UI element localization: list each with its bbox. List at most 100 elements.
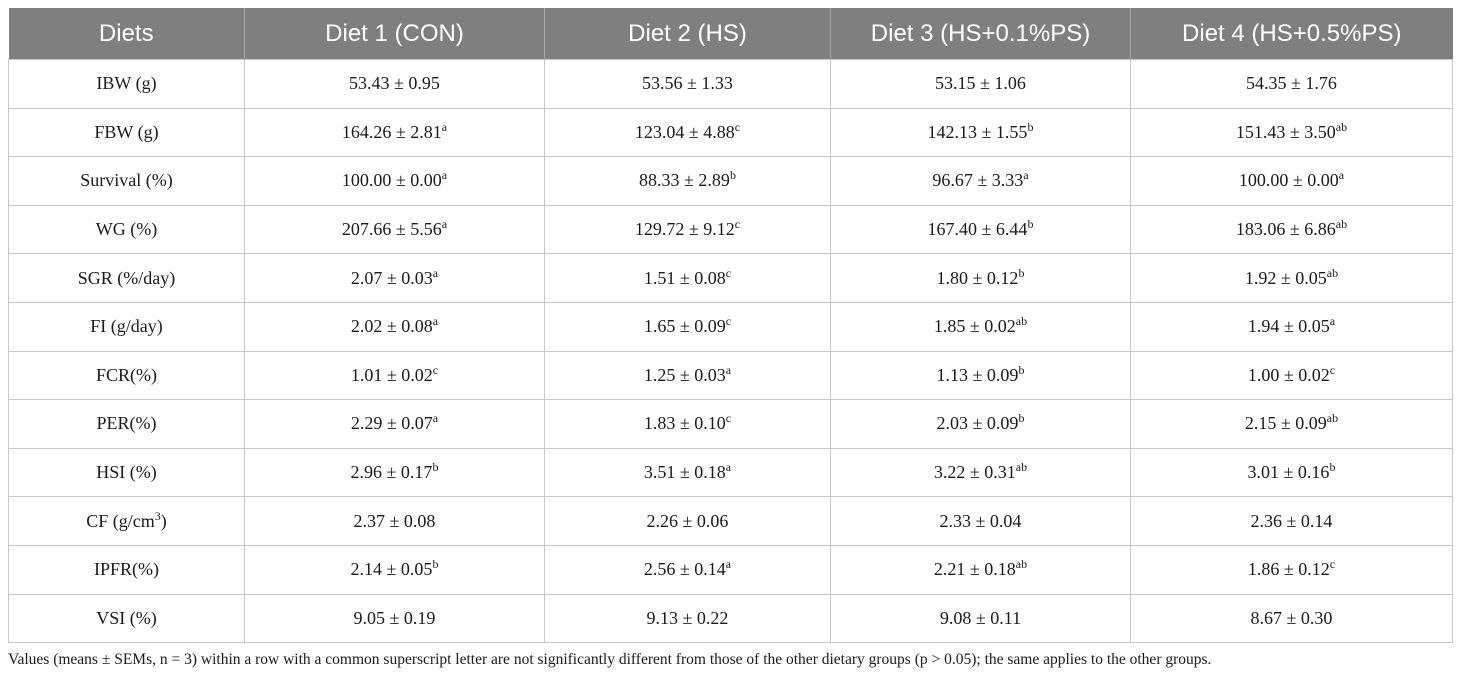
row-label: Survival (%) [8,156,245,206]
cell-value: 2.56 ± 0.14 [643,559,726,580]
row-label: WG (%) [8,204,245,255]
table-row: FCR(%) 1.01 ± 0.02c 1.25 ± 0.03a 1.13 ± 0.0… [8,350,1453,401]
row-label-text: PER(%) [96,413,157,434]
table-cell: 3.22 ± 0.31ab [830,447,1131,498]
significance-letter: b [1329,460,1336,475]
table-row: FBW (g) 164.26 ± 2.81a 123.04 ± 4.88c 142.1… [8,107,1453,158]
table-cell: 2.15 ± 0.09ab [1130,399,1453,449]
row-label-text: Survival (%) [80,170,173,191]
cell-value: 142.13 ± 1.55 [927,121,1028,142]
cell-value: 167.40 ± 6.44 [927,219,1028,240]
table-cell: 1.83 ± 0.10c [544,399,831,449]
significance-letter: a [725,557,732,572]
growth-performance-table: Diets Diet 1 (CON) Diet 2 (HS) Diet 3 (H… [8,8,1453,644]
table-cell: 2.37 ± 0.08 [244,496,545,546]
table-cell: 207.66 ± 5.56a [244,204,545,255]
cell-value: 53.56 ± 1.33 [642,73,733,94]
significance-letter: b [1018,411,1025,426]
table-cell: 1.86 ± 0.12c [1130,544,1453,595]
table-cell: 1.92 ± 0.05ab [1130,253,1453,303]
significance-letter: ab [1015,557,1028,572]
row-label: FI (g/day) [8,301,245,352]
table-cell: 1.01 ± 0.02c [244,350,545,401]
table-cell: 1.00 ± 0.02c [1130,350,1453,401]
row-label: PER(%) [8,399,245,449]
significance-letter: a [432,265,439,280]
table-cell: 2.33 ± 0.04 [830,496,1131,546]
table-cell: 2.03 ± 0.09b [830,399,1131,449]
row-label-text: HSI (%) [96,462,157,483]
table-cell: 2.26 ± 0.06 [544,496,831,546]
table-cell: 1.94 ± 0.05a [1130,301,1453,352]
cell-value: 1.25 ± 0.03 [643,364,726,385]
significance-letter: b [432,460,439,475]
cell-value: 1.83 ± 0.10 [643,413,726,434]
table-row: FI (g/day) 2.02 ± 0.08a 1.65 ± 0.09c 1.85 ±… [8,301,1453,352]
header-cell-diet-2: Diet 2 (HS) [544,8,831,60]
table-body: IBW (g) 53.43 ± 0.95 53.56 ± 1.33 53.15 ± 1… [8,59,1453,644]
cell-value: 1.86 ± 0.12 [1247,559,1330,580]
table-row: PER(%) 2.29 ± 0.07a 1.83 ± 0.10c 2.03 ± 0.0… [8,399,1453,449]
header-cell-diet-3: Diet 3 (HS+0.1%PS) [830,8,1131,60]
table-cell: 53.15 ± 1.06 [830,59,1131,109]
significance-letter: c [1329,362,1336,377]
cell-value: 2.26 ± 0.06 [646,510,729,531]
cell-value: 1.65 ± 0.09 [643,316,726,337]
table-cell: 53.56 ± 1.33 [544,59,831,109]
table-cell: 123.04 ± 4.88c [544,107,831,158]
row-label-text: FBW (g) [94,121,159,142]
table-cell: 54.35 ± 1.76 [1130,59,1453,109]
significance-letter: a [441,217,448,232]
significance-letter: b [1018,265,1025,280]
row-label-text: SGR (%/day) [77,267,176,288]
row-label-superscript: 3 [154,508,161,523]
table-cell: 2.21 ± 0.18ab [830,544,1131,595]
row-label: CF (g/cm3) [8,496,245,546]
cell-value: 2.29 ± 0.07 [350,413,433,434]
cell-value: 1.94 ± 0.05 [1247,316,1330,337]
significance-letter: a [1023,168,1029,183]
cell-value: 2.37 ± 0.08 [353,510,436,531]
table-cell: 3.01 ± 0.16b [1130,447,1453,498]
table-cell: 183.06 ± 6.86ab [1130,204,1453,255]
cell-value: 1.80 ± 0.12 [936,267,1019,288]
table-cell: 2.02 ± 0.08a [244,301,545,352]
cell-value: 2.14 ± 0.05 [350,559,433,580]
table-cell: 53.43 ± 0.95 [244,59,545,109]
significance-letter: a [1329,314,1336,329]
significance-letter: ab [1015,314,1028,329]
cell-value: 53.43 ± 0.95 [349,73,440,94]
table-cell: 2.29 ± 0.07a [244,399,545,449]
table-cell: 2.36 ± 0.14 [1130,496,1453,546]
table-row: Survival (%) 100.00 ± 0.00a 88.33 ± 2.89b 9… [8,156,1453,206]
table-cell: 3.51 ± 0.18a [544,447,831,498]
table-cell: 1.51 ± 0.08c [544,253,831,303]
row-label: IPFR(%) [8,544,245,595]
significance-letter: a [441,119,448,134]
table-cell: 1.65 ± 0.09c [544,301,831,352]
row-label-text: WG (%) [95,219,158,240]
row-label-text: IPFR(%) [93,559,159,580]
table-cell: 167.40 ± 6.44b [830,204,1131,255]
cell-value: 9.08 ± 0.11 [939,607,1022,628]
table-cell: 164.26 ± 2.81a [244,107,545,158]
significance-letter: c [725,411,732,426]
row-label: VSI (%) [8,593,245,644]
table-cell: 2.14 ± 0.05b [244,544,545,595]
table-cell: 129.72 ± 9.12c [544,204,831,255]
cell-value: 88.33 ± 2.89 [639,170,730,191]
cell-value: 1.01 ± 0.02 [350,364,433,385]
significance-letter: ab [1335,119,1348,134]
cell-value: 129.72 ± 9.12 [634,219,735,240]
significance-letter: a [432,314,439,329]
significance-letter: ab [1335,217,1348,232]
cell-value: 54.35 ± 1.76 [1246,73,1337,94]
table-cell: 1.85 ± 0.02ab [830,301,1131,352]
table-cell: 1.25 ± 0.03a [544,350,831,401]
row-label-text: CF (g/cm [86,510,155,531]
cell-value: 2.07 ± 0.03 [350,267,433,288]
table-row: VSI (%) 9.05 ± 0.19 9.13 ± 0.22 9.08 ± 0.11… [8,593,1453,644]
row-label: SGR (%/day) [8,253,245,303]
significance-letter: c [734,119,741,134]
table-row: HSI (%) 2.96 ± 0.17b 3.51 ± 0.18a 3.22 ± 0.… [8,447,1453,498]
